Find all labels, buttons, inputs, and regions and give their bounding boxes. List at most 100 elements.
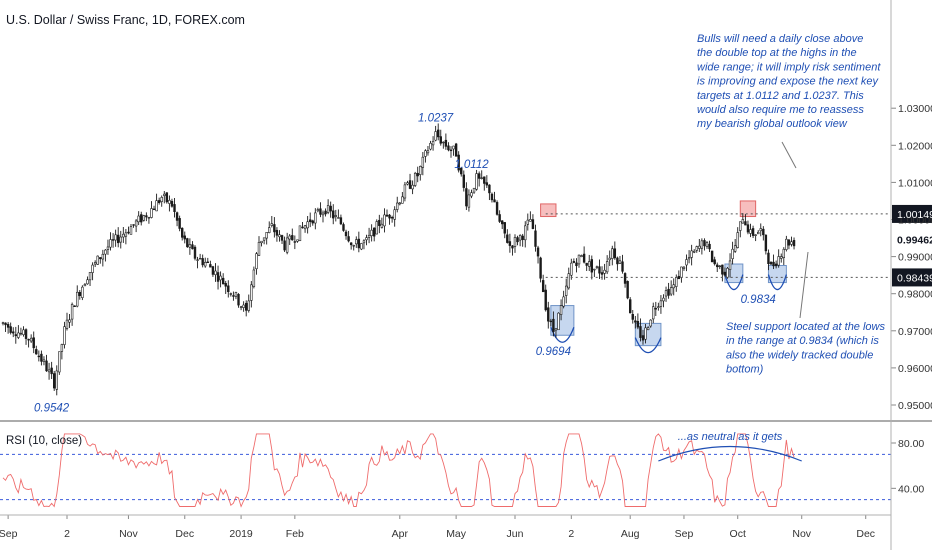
- candle-body: [659, 300, 663, 307]
- candle-body: [301, 226, 304, 229]
- candle-body: [22, 329, 25, 335]
- candle-body: [713, 259, 716, 265]
- price-tick-label: 0.99000: [898, 252, 932, 264]
- annotation-line: also the widely tracked double: [726, 349, 873, 361]
- candle-body: [500, 220, 504, 225]
- candle-body: [127, 231, 130, 234]
- candle-body: [78, 291, 82, 297]
- rsi-tick-label: 40.00: [898, 483, 924, 495]
- chart-title: U.S. Dollar / Swiss Franc, 1D, FOREX.com: [6, 13, 245, 27]
- candle-body: [782, 248, 786, 258]
- candle-body: [654, 308, 658, 310]
- candle-body: [227, 285, 230, 293]
- price-tick-label: 1.01000: [898, 177, 932, 189]
- candle-body: [160, 197, 163, 202]
- candle-body: [245, 302, 248, 311]
- time-tick-label: Jun: [507, 528, 524, 540]
- candle-body: [124, 232, 128, 237]
- candle-body: [769, 261, 773, 265]
- candle-body: [511, 245, 514, 249]
- candle-body: [122, 233, 125, 238]
- candle-body: [332, 210, 335, 219]
- candle-body: [669, 287, 673, 295]
- candle-body: [45, 360, 48, 372]
- time-tick-label: Dec: [856, 528, 875, 540]
- candle-body: [690, 250, 693, 258]
- candle-body: [375, 221, 378, 235]
- candle-body: [695, 246, 698, 251]
- candle-body: [29, 337, 33, 342]
- candle-body: [388, 214, 391, 219]
- time-tick-label: Sep: [675, 528, 694, 540]
- candle-body: [462, 174, 465, 188]
- candle-body: [181, 227, 184, 238]
- candle-body: [792, 240, 796, 247]
- double-bottom-box: [767, 265, 787, 284]
- candle-body: [357, 238, 361, 249]
- candle-body: [539, 257, 542, 279]
- time-tick-label: 2: [568, 528, 574, 540]
- candle-body: [70, 304, 74, 320]
- price-tick-label: 1.02000: [898, 140, 932, 152]
- candle-body: [129, 226, 133, 235]
- annotation-line: is improving and expose the next key: [697, 76, 879, 88]
- candle-body: [698, 245, 701, 249]
- candle-body: [467, 194, 471, 208]
- candle-body: [408, 180, 412, 189]
- candle-body: [37, 355, 41, 358]
- candle-body: [237, 294, 240, 306]
- candle-body: [534, 230, 537, 247]
- candle-body: [460, 167, 463, 175]
- candle-body: [12, 331, 15, 334]
- candle-body: [24, 329, 28, 339]
- candle-body: [518, 235, 522, 241]
- candle-body: [1, 322, 5, 324]
- candle-body: [787, 239, 791, 246]
- candle-body: [710, 250, 714, 263]
- candle-body: [378, 219, 381, 226]
- candle-body: [232, 295, 235, 297]
- candle-body: [718, 265, 722, 268]
- time-tick-label: Oct: [730, 528, 746, 540]
- candle-body: [521, 235, 524, 241]
- support-arc: [634, 337, 662, 354]
- candle-body: [349, 242, 353, 246]
- candle-body: [590, 259, 594, 273]
- level-label: 1.0112: [454, 159, 489, 171]
- candle-body: [109, 239, 112, 248]
- candle-body: [293, 241, 297, 243]
- candle-body: [431, 141, 435, 146]
- candle-body: [390, 217, 394, 219]
- candle-body: [442, 141, 445, 144]
- candle-body: [35, 349, 38, 355]
- candle-body: [50, 367, 53, 375]
- candle-body: [426, 150, 430, 154]
- candle-body: [628, 299, 632, 314]
- candle-body: [756, 231, 760, 235]
- candle-body: [608, 257, 611, 261]
- candle-body: [93, 262, 97, 265]
- annotation-line: in the range at 0.9834 (which is: [726, 335, 879, 347]
- candle-body: [252, 269, 256, 287]
- candle-body: [270, 223, 273, 226]
- candle-body: [250, 284, 253, 301]
- candle-body: [178, 218, 181, 229]
- candle-body: [434, 131, 437, 141]
- candle-body: [111, 239, 115, 241]
- candle-body: [198, 257, 202, 260]
- candle-body: [314, 212, 317, 224]
- candle-body: [631, 314, 634, 320]
- candle-body: [47, 369, 51, 373]
- candle-body: [652, 306, 655, 320]
- rsi-line: [2, 433, 795, 508]
- candle-body: [257, 241, 261, 256]
- candle-body: [247, 300, 250, 311]
- candle-body: [641, 335, 645, 341]
- candle-body: [762, 228, 765, 236]
- candle-body: [145, 215, 148, 218]
- candle-body: [680, 266, 683, 278]
